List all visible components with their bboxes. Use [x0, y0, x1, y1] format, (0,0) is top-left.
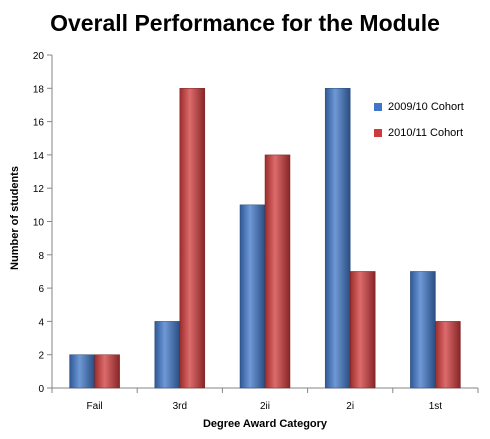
y-tick-label: 18: [33, 84, 45, 95]
y-tick-label: 8: [38, 251, 44, 262]
legend-item-series-1: 2009/10 Cohort: [374, 100, 464, 114]
legend-label-series-1: 2009/10 Cohort: [388, 101, 464, 113]
bar-2-3rd: [179, 88, 206, 389]
bar-2-2ii: [264, 154, 291, 389]
x-tick-label: 2ii: [260, 401, 270, 412]
legend-item-series-2: 2010/11 Cohort: [374, 126, 464, 140]
y-tick-label: 6: [38, 284, 44, 295]
x-tick-label: Fail: [87, 401, 103, 412]
bar-1-1st: [410, 271, 436, 389]
legend-swatch-series-1: [374, 103, 382, 111]
x-tick-label: 2i: [346, 401, 354, 412]
y-tick-label: 12: [33, 184, 45, 195]
legend-label-series-2: 2010/11 Cohort: [388, 127, 464, 139]
bar-2-fail: [94, 354, 120, 389]
bar-1-2ii: [239, 204, 266, 389]
y-tick-label: 20: [33, 51, 45, 62]
legend-swatch-series-2: [374, 129, 382, 137]
bar-1-3rd: [154, 321, 181, 389]
x-axis-label: Degree Award Category: [202, 418, 328, 430]
bar-1-fail: [69, 354, 95, 389]
bar-2-1st: [435, 321, 461, 389]
legend: 2009/10 Cohort 2010/11 Cohort: [374, 100, 464, 152]
y-tick-label: 14: [33, 151, 45, 162]
bar-2-2i: [349, 271, 376, 389]
y-tick-label: 2: [38, 351, 44, 362]
y-tick-label: 16: [33, 118, 45, 129]
x-tick-label: 1st: [429, 401, 443, 412]
y-tick-label: 4: [38, 317, 44, 328]
bar-1-2i: [324, 88, 351, 389]
y-tick-label: 0: [38, 384, 44, 395]
chart-title: Overall Performance for the Module: [50, 10, 440, 36]
y-tick-label: 10: [33, 218, 45, 229]
x-tick-label: 3rd: [173, 401, 187, 412]
